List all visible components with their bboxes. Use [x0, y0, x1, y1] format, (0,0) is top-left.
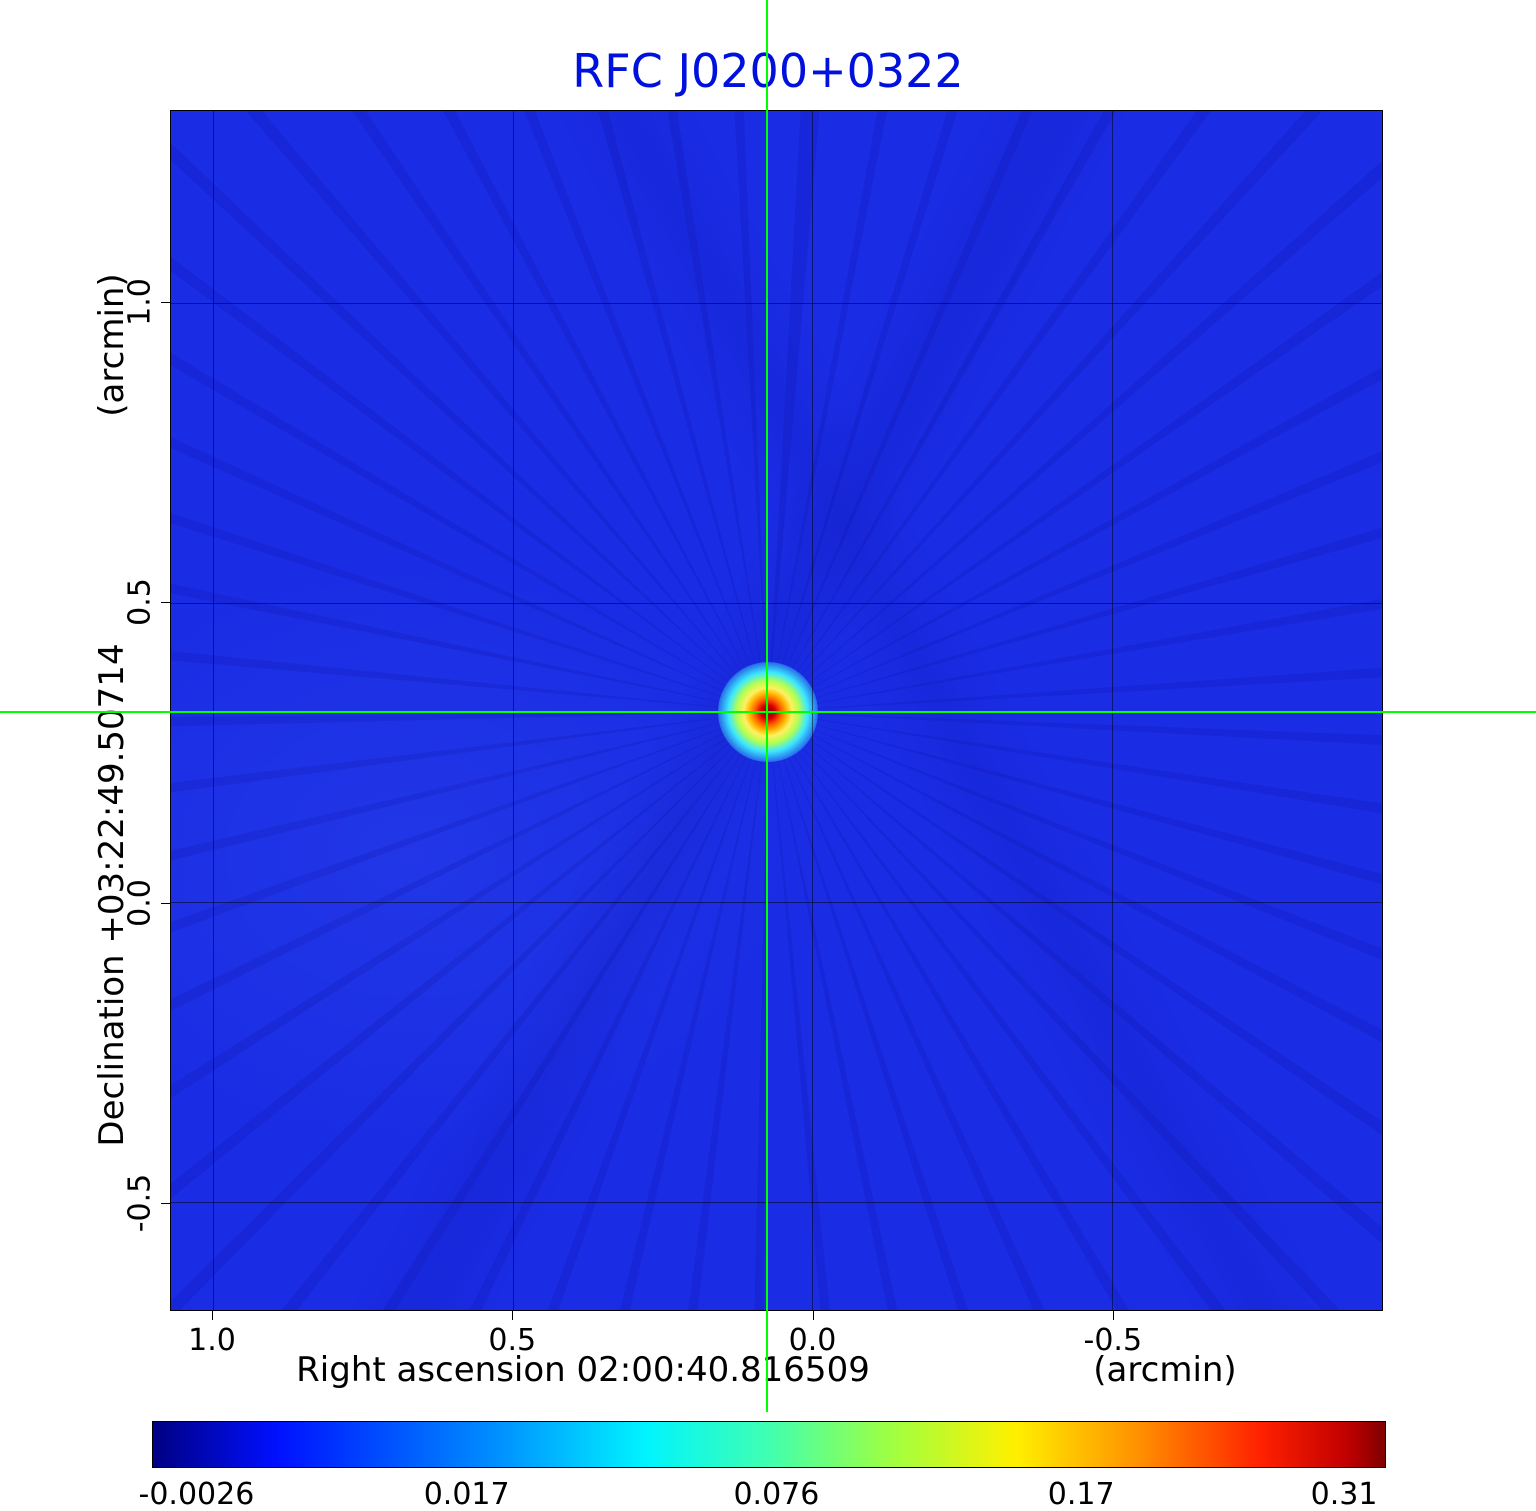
crosshair-horizontal	[0, 711, 1536, 714]
x-tick-label: 0.5	[488, 1323, 537, 1358]
y-tick-label: 1.0	[122, 278, 158, 327]
x-tick-label: -0.5	[1083, 1323, 1143, 1358]
gridline-x	[512, 111, 514, 1310]
gridline-y	[171, 1202, 1382, 1204]
colorbar-tick-label: 0.017	[423, 1477, 510, 1511]
gridline-x	[1112, 111, 1114, 1310]
y-tick-mark	[161, 302, 170, 304]
colorbar-tick-label: -0.0026	[138, 1477, 255, 1511]
gridline-x	[812, 111, 814, 1310]
x-tick-mark	[1112, 1311, 1114, 1320]
x-tick-label: 0.0	[788, 1323, 837, 1358]
x-axis-label: Right ascension 02:00:40.816509	[296, 1350, 870, 1390]
gridline-y	[171, 902, 1382, 904]
x-tick-mark	[512, 1311, 514, 1320]
y-tick-mark	[161, 902, 170, 904]
y-tick-label: 0.0	[122, 878, 158, 927]
gridline-y	[171, 302, 1382, 304]
crosshair-vertical	[766, 0, 769, 1412]
gridline-x	[212, 111, 214, 1310]
x-tick-label: 1.0	[188, 1323, 236, 1358]
colorbar-tick-label: 0.17	[1047, 1477, 1115, 1511]
y-tick-mark	[161, 1202, 170, 1204]
y-tick-label: 0.5	[122, 578, 158, 627]
plot-area	[170, 110, 1383, 1311]
x-axis-unit: (arcmin)	[1093, 1350, 1237, 1390]
gridline-y	[171, 602, 1382, 604]
x-tick-mark	[212, 1311, 214, 1320]
colorbar	[152, 1421, 1386, 1468]
colorbar-tick-label: 0.076	[733, 1477, 820, 1511]
colorbar-tick-label: 0.31	[1310, 1477, 1378, 1511]
y-tick-mark	[161, 602, 170, 604]
x-tick-mark	[812, 1311, 814, 1320]
y-tick-label: -0.5	[122, 1173, 158, 1233]
